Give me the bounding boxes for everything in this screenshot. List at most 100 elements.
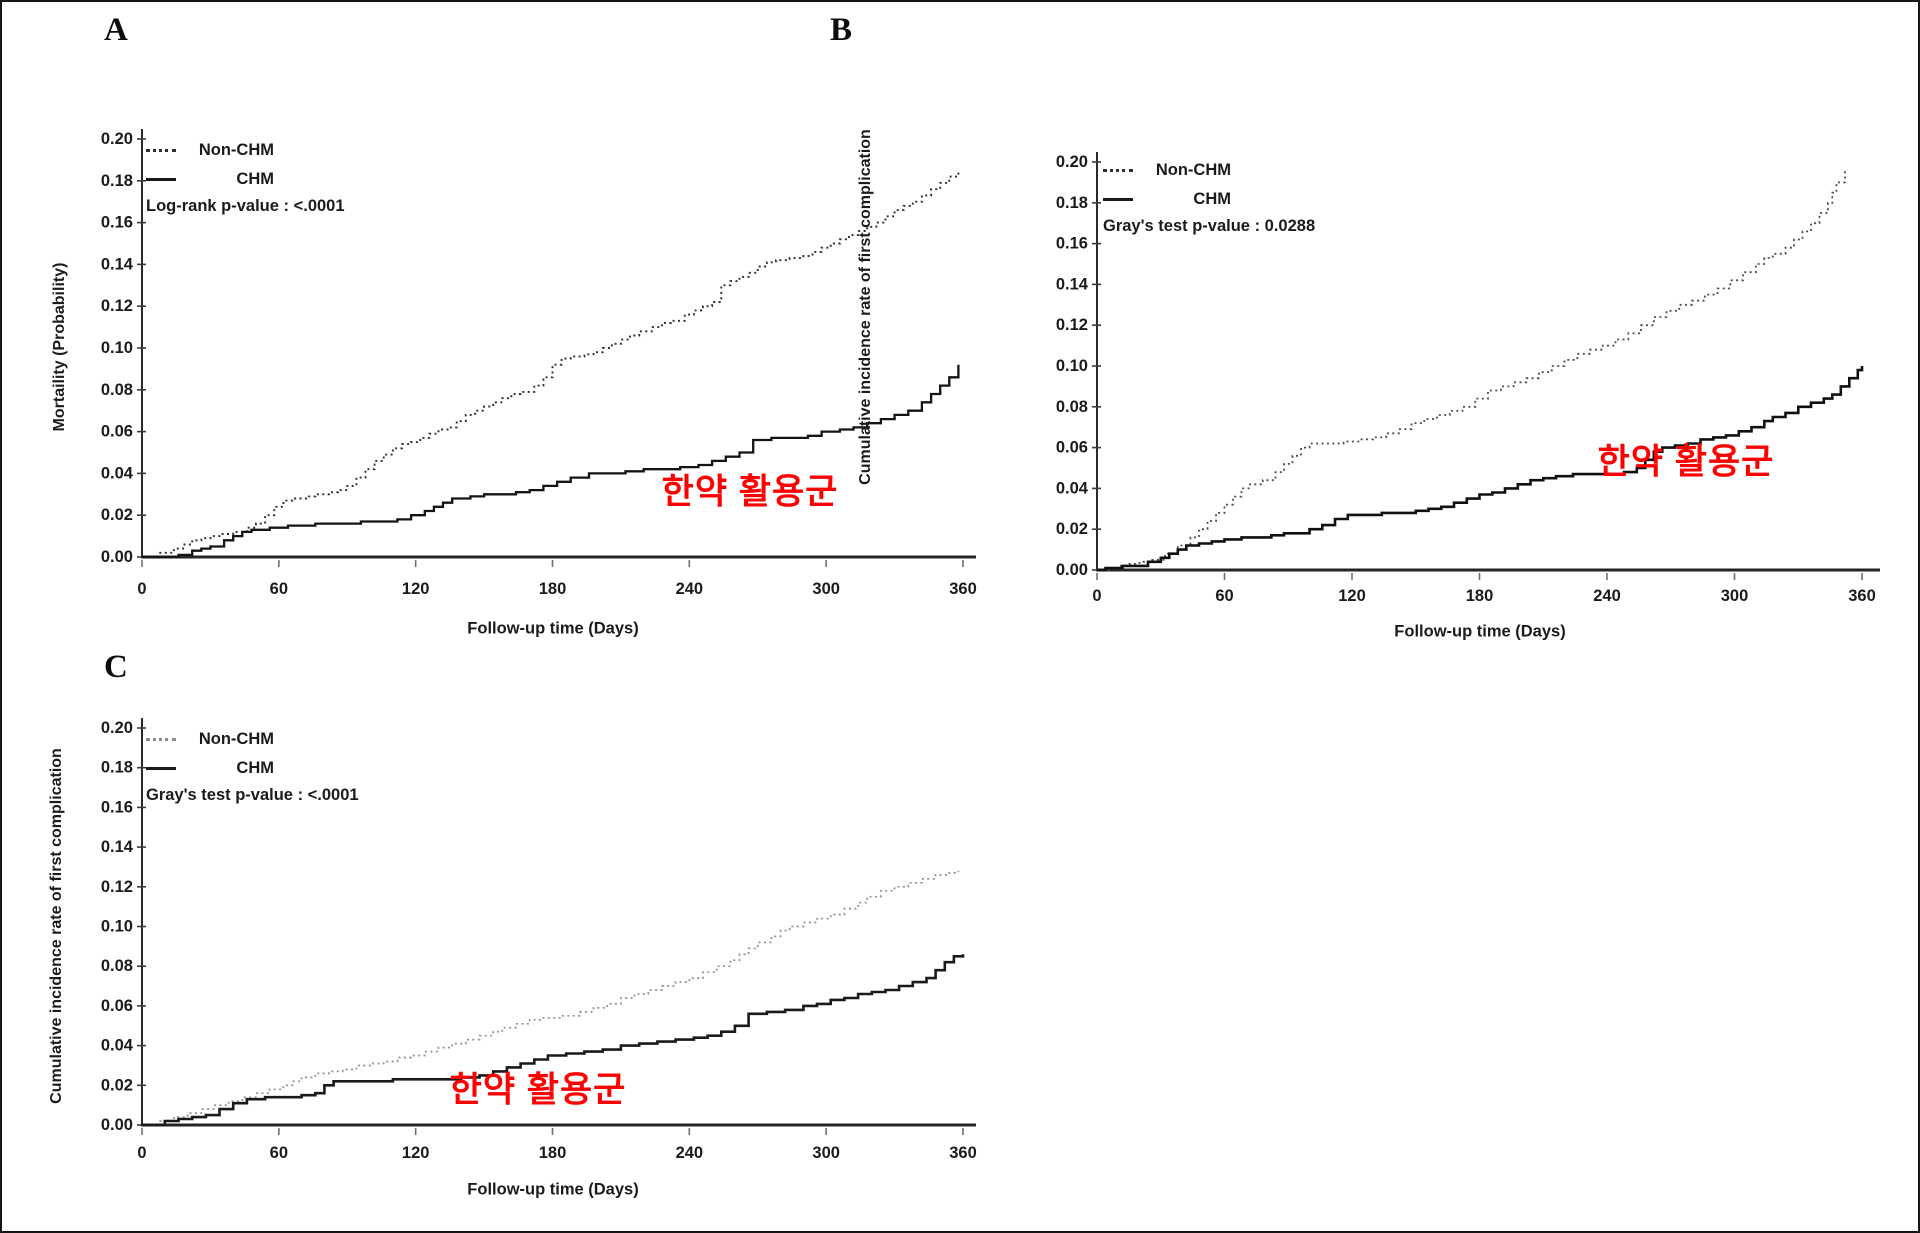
legend-row-non-chm: Non-CHM: [146, 725, 359, 754]
legend-row-chm: CHM: [1103, 185, 1315, 214]
legend-row-non-chm: Non-CHM: [146, 136, 345, 165]
y-tick-label: 0.14: [101, 255, 134, 273]
x-tick-label: 360: [1848, 587, 1876, 605]
panel-a-legend: Non-CHM CHM Log-rank p-value : <.0001: [146, 136, 345, 216]
y-tick-label: 0.18: [101, 759, 133, 777]
y-tick-label: 0.16: [101, 214, 133, 232]
panel-b-letter: B: [830, 12, 853, 48]
legend-label-non-chm: Non-CHM: [1155, 161, 1231, 179]
y-tick-label: 0.02: [1056, 520, 1088, 538]
panel-a-letter: A: [104, 12, 128, 48]
y-tick-label: 0.02: [101, 1076, 133, 1094]
y-tick-label: 0.10: [101, 339, 133, 357]
x-tick-label: 300: [812, 1144, 840, 1162]
y-tick-label: 0.08: [101, 381, 133, 399]
y-tick-label: 0.08: [1056, 398, 1088, 416]
chm-solid-line-sample: [1103, 198, 1133, 201]
y-tick-label: 0.04: [1056, 479, 1089, 497]
a-non-chm-curve: [142, 170, 960, 558]
chm-solid-line-sample: [146, 767, 176, 770]
y-tick-label: 0.12: [1056, 316, 1088, 334]
y-tick-label: 0.08: [101, 957, 133, 975]
x-tick-label: 300: [812, 580, 840, 598]
panel-b-red-annotation: 한약 활용군: [1597, 442, 1775, 482]
y-tick-label: 0.16: [1056, 235, 1088, 253]
panel-a-x-axis-title: Follow-up time (Days): [467, 619, 639, 638]
y-tick-label: 0.04: [101, 1037, 134, 1055]
x-tick-label: 240: [1593, 587, 1621, 605]
y-tick-label: 0.20: [101, 719, 133, 737]
y-tick-label: 0.10: [1056, 357, 1088, 375]
panel-b-y-axis-title: Cumulative incidence rate of first compl…: [857, 129, 874, 485]
panel-c-plot: 0.00 0.02 0.04 0.06 0.08 0.10 0.12 0.14 0.16 0.18…: [101, 718, 977, 1162]
x-tick-label: 60: [270, 580, 288, 598]
legend-row-non-chm: Non-CHM: [1103, 156, 1315, 185]
legend-label-non-chm: Non-CHM: [198, 141, 274, 159]
x-tick-label: 60: [270, 1144, 288, 1162]
chm-solid-line-sample: [146, 178, 176, 181]
x-tick-label: 0: [1092, 587, 1101, 605]
b-non-chm-curve: [1097, 168, 1846, 571]
y-tick-label: 0.12: [101, 297, 133, 315]
y-tick-label: 0.06: [101, 423, 133, 441]
y-tick-label: 0.18: [101, 172, 133, 190]
non-chm-dotted-line-sample: [146, 738, 176, 741]
panel-b-pvalue-text: Gray's test p-value : 0.0288: [1103, 217, 1316, 235]
legend-row-chm: CHM: [146, 754, 359, 783]
y-tick-label: 0.20: [1056, 153, 1088, 171]
x-tick-label: 240: [676, 580, 704, 598]
x-tick-label: 120: [402, 580, 430, 598]
b-chm-curve: [1097, 366, 1864, 572]
panel-c-x-axis-title: Follow-up time (Days): [467, 1180, 639, 1199]
legend-label-chm: CHM: [236, 170, 274, 188]
y-tick-label: 0.14: [1056, 275, 1089, 293]
c-non-chm-curve: [142, 870, 960, 1126]
y-tick-label: 0.00: [1056, 561, 1088, 579]
y-tick-label: 0.20: [101, 130, 133, 148]
y-tick-label: 0.16: [101, 798, 133, 816]
y-tick-label: 0.06: [101, 997, 133, 1015]
y-tick-label: 0.00: [101, 1116, 133, 1134]
panel-b-x-axis-title: Follow-up time (Days): [1394, 622, 1566, 641]
x-tick-label: 120: [1338, 587, 1366, 605]
x-tick-label: 180: [539, 1144, 567, 1162]
x-tick-label: 0: [137, 580, 146, 598]
panel-c-legend: Non-CHM CHM Gray's test p-value : <.0001: [146, 725, 359, 805]
x-tick-label: 180: [539, 580, 567, 598]
panel-a-pvalue-text: Log-rank p-value : <.0001: [146, 197, 345, 215]
panel-a-red-annotation: 한약 활용군: [661, 472, 839, 512]
y-tick-label: 0.18: [1056, 194, 1088, 212]
x-tick-label: 360: [949, 580, 977, 598]
panel-c-y-axis-title: Cumulative incidence rate of first compl…: [48, 748, 65, 1104]
y-tick-label: 0.12: [101, 878, 133, 896]
x-tick-label: 60: [1215, 587, 1233, 605]
x-tick-label: 300: [1721, 587, 1749, 605]
panel-b-legend: Non-CHM CHM Gray's test p-value : 0.0288: [1103, 156, 1315, 236]
panel-a-y-axis-title: Mortaility (Probability): [51, 262, 68, 432]
y-tick-label: 0.10: [101, 918, 133, 936]
x-tick-label: 240: [676, 1144, 704, 1162]
y-tick-label: 0.00: [101, 548, 133, 566]
panel-c-pvalue-text: Gray's test p-value : <.0001: [146, 786, 359, 804]
x-tick-label: 180: [1466, 587, 1494, 605]
c-chm-curve: [142, 954, 965, 1127]
legend-label-non-chm: Non-CHM: [198, 730, 274, 748]
legend-label-chm: CHM: [1193, 190, 1231, 208]
y-tick-label: 0.06: [1056, 439, 1088, 457]
x-tick-label: 120: [402, 1144, 430, 1162]
a-chm-curve: [142, 364, 960, 559]
panel-b-plot: 0.00 0.02 0.04 0.06 0.08 0.10 0.12 0.14 0.16 0.18…: [1056, 152, 1880, 605]
non-chm-dotted-line-sample: [146, 149, 176, 152]
panel-a-plot: 0.00 0.02 0.04 0.06 0.08 0.10 0.12 0.14 0.16 0.18…: [101, 129, 977, 598]
legend-row-chm: CHM: [146, 165, 345, 194]
legend-label-chm: CHM: [236, 759, 274, 777]
y-tick-label: 0.02: [101, 506, 133, 524]
panel-c-letter: C: [104, 649, 128, 685]
y-tick-label: 0.04: [101, 464, 134, 482]
panel-c-red-annotation: 한약 활용군: [449, 1070, 627, 1110]
y-tick-label: 0.14: [101, 838, 134, 856]
non-chm-dotted-line-sample: [1103, 169, 1133, 172]
x-tick-label: 360: [949, 1144, 977, 1162]
x-tick-label: 0: [137, 1144, 146, 1162]
